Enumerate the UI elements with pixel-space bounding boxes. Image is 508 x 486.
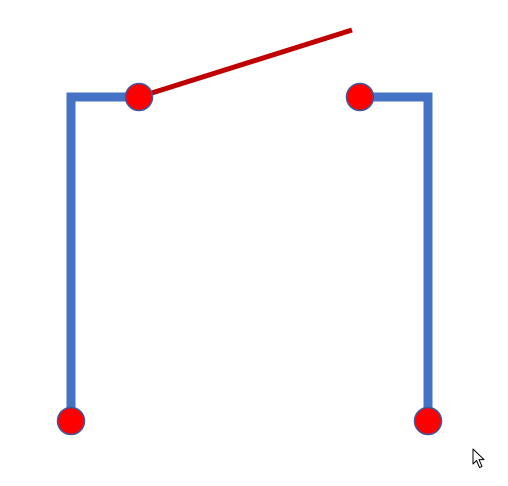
bottom-right-terminal: [413, 406, 443, 436]
right-wire: [360, 92, 433, 421]
bottom-left-terminal: [56, 406, 86, 436]
switch-lever: [138, 27, 353, 100]
top-left-terminal: [124, 82, 154, 112]
arrow-cursor-icon: [472, 448, 485, 468]
left-wire: [66, 92, 139, 421]
top-right-terminal: [345, 82, 375, 112]
